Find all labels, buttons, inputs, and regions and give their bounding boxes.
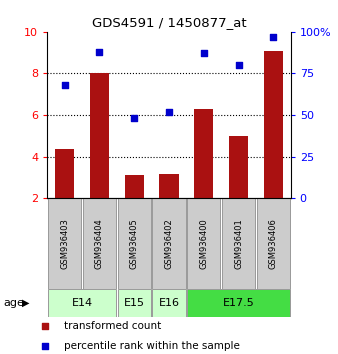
Text: GSM936400: GSM936400 (199, 218, 208, 269)
FancyBboxPatch shape (118, 198, 151, 289)
Text: percentile rank within the sample: percentile rank within the sample (64, 341, 239, 351)
FancyBboxPatch shape (48, 198, 81, 289)
Text: GSM936404: GSM936404 (95, 218, 104, 269)
Text: ▶: ▶ (22, 298, 29, 308)
FancyBboxPatch shape (187, 198, 220, 289)
Text: GSM936401: GSM936401 (234, 218, 243, 269)
Title: GDS4591 / 1450877_at: GDS4591 / 1450877_at (92, 16, 246, 29)
FancyBboxPatch shape (152, 198, 186, 289)
Text: E14: E14 (72, 298, 93, 308)
Text: GSM936402: GSM936402 (165, 218, 173, 269)
Text: E17.5: E17.5 (223, 298, 255, 308)
Bar (160, 174, 178, 198)
FancyBboxPatch shape (118, 289, 151, 317)
Point (131, 115, 137, 121)
Bar (125, 175, 144, 198)
FancyBboxPatch shape (187, 289, 290, 317)
Point (236, 62, 241, 68)
FancyBboxPatch shape (257, 198, 290, 289)
Point (271, 34, 276, 40)
Text: E15: E15 (124, 298, 145, 308)
Text: E16: E16 (159, 298, 179, 308)
Bar (229, 136, 248, 198)
Bar (55, 149, 74, 198)
Text: GSM936403: GSM936403 (60, 218, 69, 269)
Text: GSM936405: GSM936405 (130, 218, 139, 269)
FancyBboxPatch shape (222, 198, 255, 289)
Point (166, 109, 172, 115)
FancyBboxPatch shape (152, 289, 186, 317)
FancyBboxPatch shape (83, 198, 116, 289)
Point (62, 82, 67, 88)
Point (43, 324, 48, 329)
Point (43, 343, 48, 349)
Point (97, 49, 102, 55)
FancyBboxPatch shape (48, 289, 116, 317)
Point (201, 51, 207, 56)
Bar (90, 74, 109, 198)
Bar (194, 109, 213, 198)
Text: transformed count: transformed count (64, 321, 161, 331)
Text: age: age (3, 298, 24, 308)
Bar (264, 51, 283, 198)
Text: GSM936406: GSM936406 (269, 218, 278, 269)
